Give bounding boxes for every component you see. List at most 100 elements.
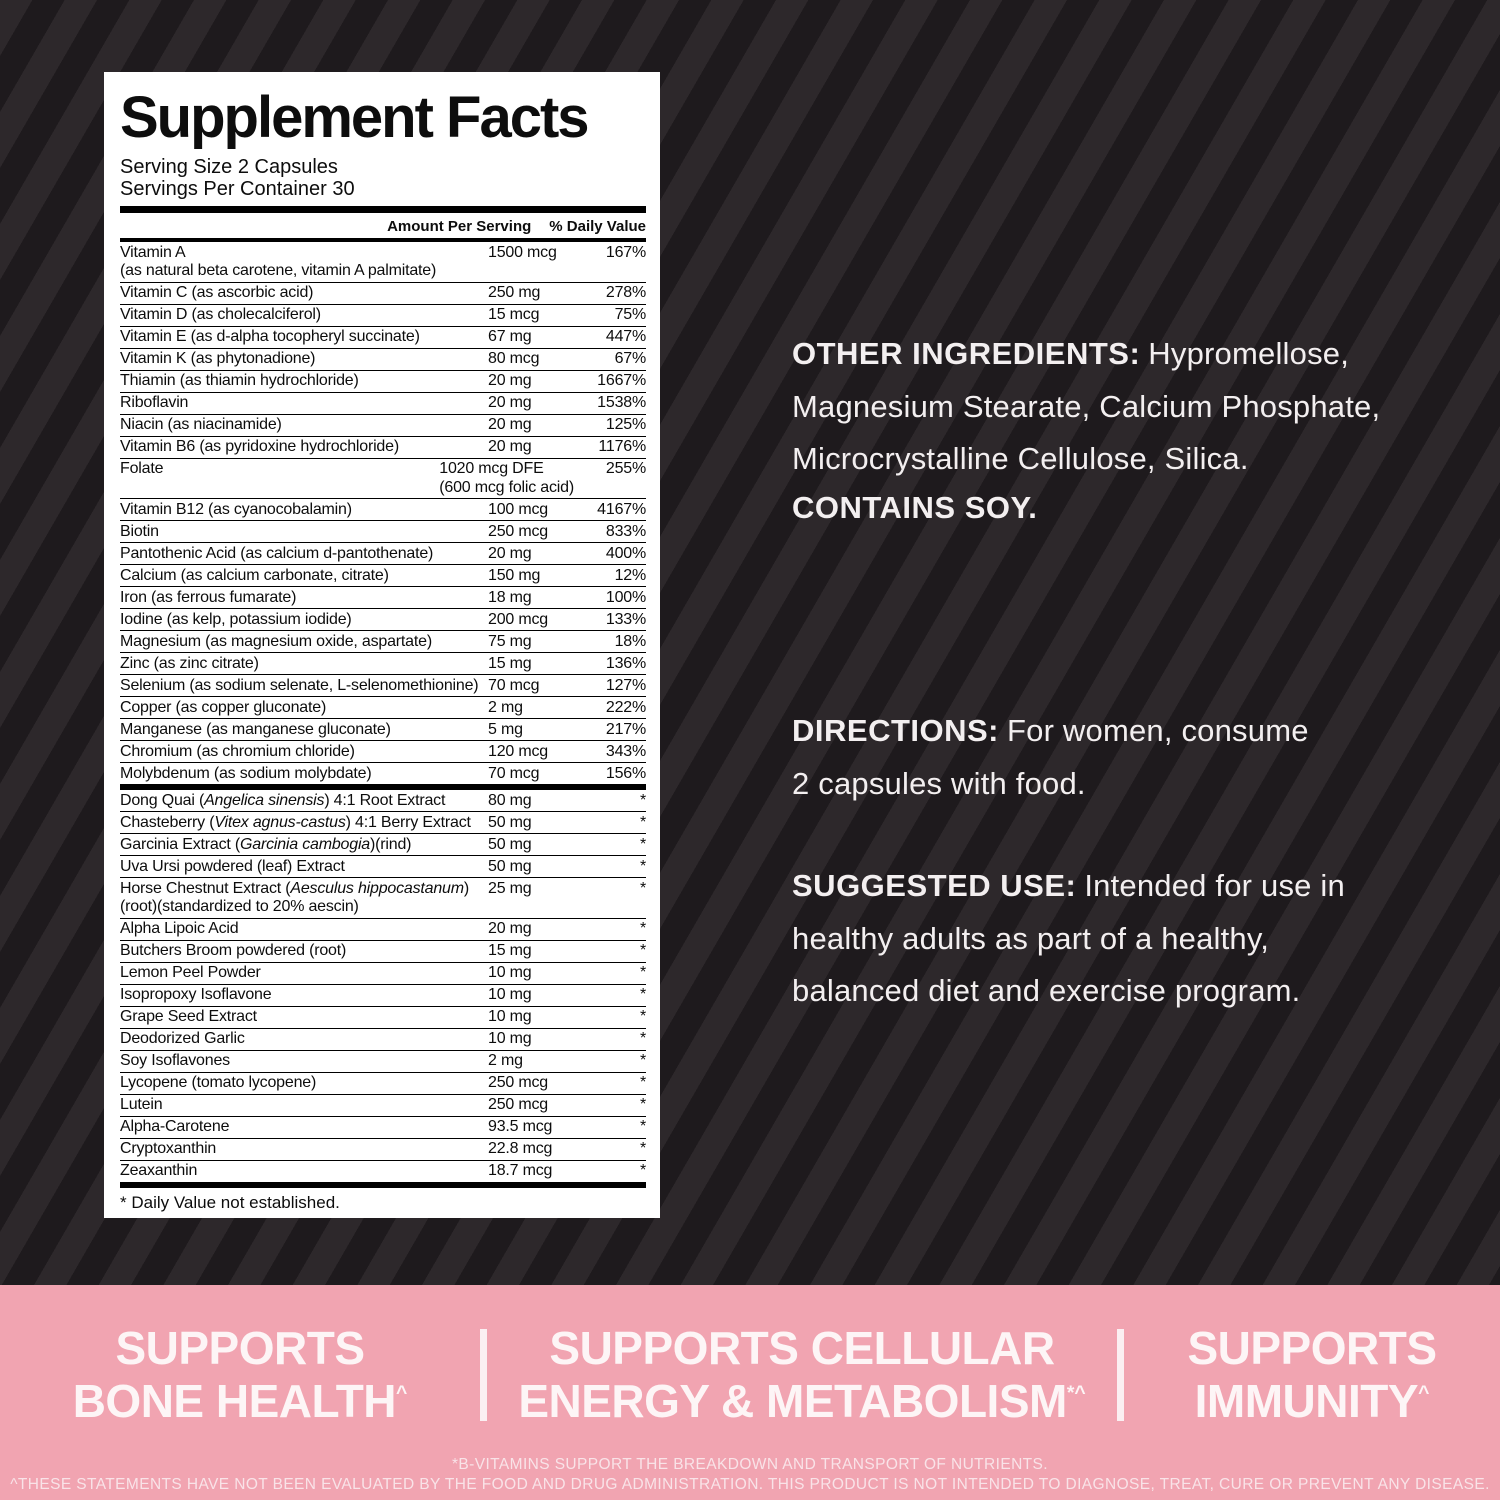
table-row: Thiamin (as thiamin hydrochloride) 20 mg 1… [120, 371, 646, 393]
ingredient-name: Alpha Lipoic Acid [120, 920, 239, 938]
ingredient-name: Vitamin C (as ascorbic acid) [120, 284, 314, 302]
ingredient-amount: 10 mg [488, 986, 532, 1004]
ingredient-amount: 80 mg [488, 791, 532, 809]
ingredient-daily-value: 255% [605, 460, 646, 478]
table-row: Lemon Peel Powder 10 mg * [120, 963, 646, 985]
claim-text: IMMUNITY [1194, 1375, 1419, 1427]
directions-lines: 2 capsules with food. [792, 758, 1460, 811]
table-row: Biotin 250 mcg 833% [120, 521, 646, 544]
claims-row: SUPPORTS BONE HEALTH^ SUPPORTS CELLULAR … [0, 1315, 1500, 1435]
ingredient-amount: 2 mg [488, 698, 523, 716]
ingredient-daily-value: 278% [605, 284, 646, 302]
ingredient-name: Grape Seed Extract [120, 1008, 257, 1026]
ingredient-amount: 15 mg [488, 654, 532, 672]
ingredient-amount: 5 mg [488, 720, 523, 738]
ingredient-name: Horse Chestnut Extract (Aesculus hippoca… [120, 879, 469, 916]
ingredient-daily-value: * [639, 1008, 646, 1026]
ingredient-name: Magnesium (as magnesium oxide, aspartate… [120, 632, 432, 650]
ingredient-amount: 20 mg [488, 920, 532, 938]
ingredient-daily-value: 156% [605, 764, 646, 782]
ingredient-amount: 1500 mcg [488, 243, 557, 261]
ingredient-daily-value: * [639, 1096, 646, 1114]
ingredient-daily-value: 343% [605, 742, 646, 760]
ingredient-amount: 25 mg [488, 879, 532, 897]
ingredient-name: Pantothenic Acid (as calcium d-pantothen… [120, 544, 434, 562]
claims-divider [1117, 1329, 1124, 1421]
ingredient-daily-value: * [639, 791, 646, 809]
ingredient-amount: 50 mg [488, 813, 532, 831]
ingredient-amount: 15 mcg [488, 306, 540, 324]
table-row: Vitamin B12 (as cyanocobalamin) 100 mcg 41… [120, 499, 646, 522]
supplement-facts-title: Supplement Facts [120, 85, 590, 150]
supplement-facts-panel: Supplement Facts Serving Size 2 Capsules… [104, 72, 660, 1218]
divider-medium [120, 238, 646, 243]
table-row: Soy Isoflavones 2 mg * [120, 1051, 646, 1073]
ingredient-daily-value: * [639, 1074, 646, 1092]
ingredient-amount: 10 mg [488, 1008, 532, 1026]
table-row: Dong Quai (Angelica sinensis) 4:1 Root E… [120, 790, 646, 813]
ingredient-amount: 250 mcg [488, 522, 548, 540]
ingredient-name: Lemon Peel Powder [120, 964, 261, 982]
facts-column-headers: Amount Per Serving % Daily Value [120, 213, 646, 238]
claim-line: IMMUNITY^ [1124, 1375, 1500, 1428]
claim-bone-health: SUPPORTS BONE HEALTH^ [0, 1322, 480, 1428]
claim-line: ENERGY & METABOLISM*^ [487, 1375, 1117, 1428]
ingredient-amount: 93.5 mcg [488, 1118, 553, 1136]
table-row: Vitamin C (as ascorbic acid) 250 mg 278% [120, 283, 646, 305]
band-footnote-line: *B-VITAMINS SUPPORT THE BREAKDOWN AND TR… [452, 1456, 1048, 1473]
ingredient-name: Chasteberry (Vitex agnus-castus) 4:1 Ber… [120, 813, 471, 831]
suggested-use-lines: healthy adults as part of a healthy, bala… [792, 913, 1460, 1018]
table-row: Pantothenic Acid (as calcium d-pantothen… [120, 543, 646, 566]
ingredient-amount: 2 mg [488, 1052, 523, 1070]
ingredient-name: Vitamin E (as d-alpha tocopheryl succina… [120, 328, 420, 346]
table-row: Zinc (as zinc citrate) 15 mg 136% [120, 653, 646, 676]
band-footnote-line: ^THESE STATEMENTS HAVE NOT BEEN EVALUATE… [10, 1476, 1490, 1493]
ingredient-name: Zeaxanthin [120, 1162, 198, 1180]
table-row: Horse Chestnut Extract (Aesculus hippoca… [120, 878, 646, 919]
ingredient-daily-value: 222% [605, 698, 646, 716]
ingredient-daily-value: * [639, 813, 646, 831]
ingredient-name: Vitamin D (as cholecalciferol) [120, 306, 321, 324]
ingredient-amount: 70 mcg [488, 764, 540, 782]
ingredient-amount: 20 mg [488, 394, 532, 412]
ingredient-daily-value: * [639, 879, 646, 897]
claim-line: SUPPORTS [1124, 1322, 1500, 1375]
claim-text: SUPPORTS [1187, 1322, 1437, 1375]
ingredient-amount: 10 mg [488, 1030, 532, 1048]
ingredient-name: Garcinia Extract (Garcinia cambogia)(rin… [120, 835, 412, 853]
directions-section: DIRECTIONS: For women, consume 2 capsules… [792, 705, 1460, 810]
table-row: Vitamin D (as cholecalciferol) 15 mcg 75% [120, 305, 646, 327]
ingredient-daily-value: 100% [605, 588, 646, 606]
ingredient-daily-value: * [639, 986, 646, 1004]
ingredient-name: Zinc (as zinc citrate) [120, 654, 259, 672]
ingredient-name: Molybdenum (as sodium molybdate) [120, 764, 372, 782]
table-row: Lycopene (tomato lycopene) 250 mcg * [120, 1073, 646, 1095]
claim-line: BONE HEALTH^ [0, 1375, 480, 1428]
table-row: Selenium (as sodium selenate, L-selenome… [120, 675, 646, 698]
claim-superscript: ^ [1418, 1382, 1430, 1404]
claim-immunity: SUPPORTS IMMUNITY^ [1124, 1322, 1500, 1428]
directions-label: DIRECTIONS: [792, 713, 999, 748]
ingredient-name: Vitamin A (as natural beta carotene, vita… [120, 243, 437, 280]
ingredient-daily-value: * [639, 1162, 646, 1180]
table-row: Vitamin A (as natural beta carotene, vita… [120, 242, 646, 283]
ingredient-amount: 75 mg [488, 632, 532, 650]
ingredient-amount: 50 mg [488, 857, 532, 875]
ingredient-daily-value: 4167% [597, 500, 646, 518]
table-row: Vitamin E (as d-alpha tocopheryl succina… [120, 327, 646, 349]
ingredient-name: Chromium (as chromium chloride) [120, 742, 355, 760]
ingredient-name: Alpha-Carotene [120, 1118, 230, 1136]
ingredient-daily-value: 400% [605, 544, 646, 562]
other-ingredients-line: Microcrystalline Cellulose, Silica. [792, 441, 1249, 476]
ingredient-amount: 18.7 mcg [488, 1162, 553, 1180]
ingredient-amount: 200 mcg [488, 610, 548, 628]
claim-text: BONE HEALTH [72, 1375, 397, 1427]
ingredient-amount: 18 mg [488, 588, 532, 606]
table-row: Iron (as ferrous fumarate) 18 mg 100% [120, 587, 646, 610]
suggested-use-section: SUGGESTED USE: Intended for use in health… [792, 860, 1460, 1018]
serving-size: Serving Size 2 Capsules [120, 156, 338, 179]
table-row: Chromium (as chromium chloride) 120 mcg 34… [120, 741, 646, 764]
ingredient-amount: 150 mg [488, 566, 541, 584]
table-row: Deodorized Garlic 10 mg * [120, 1029, 646, 1051]
ingredient-amount: 120 mcg [488, 742, 548, 760]
